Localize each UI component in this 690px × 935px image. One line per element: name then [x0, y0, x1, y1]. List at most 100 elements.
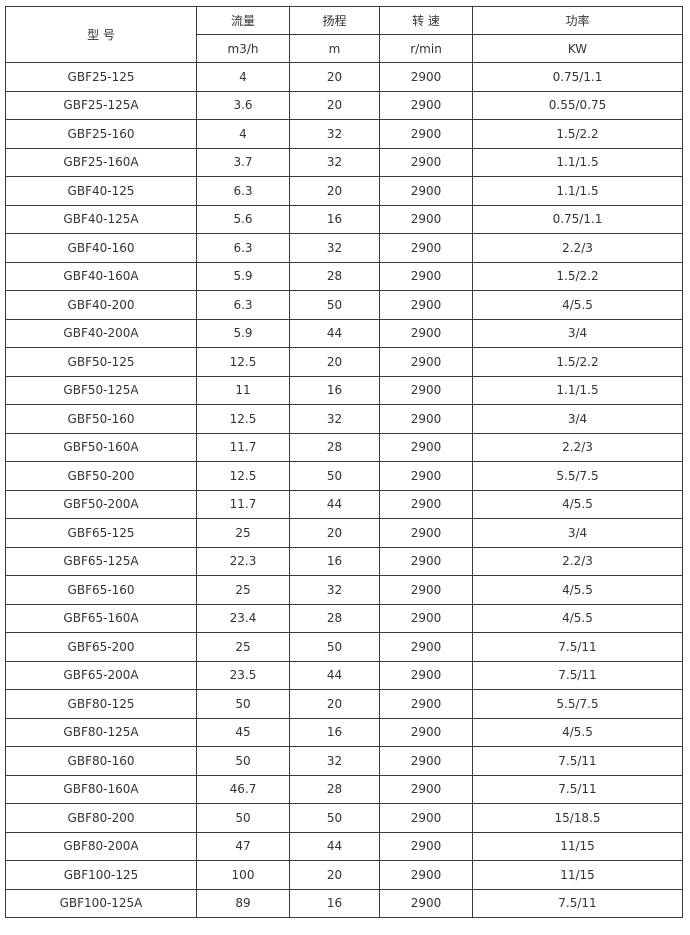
- cell-flow: 25: [196, 632, 290, 662]
- cell-flow: 3.7: [196, 147, 290, 177]
- cell-model: GBF65-160A: [5, 603, 197, 633]
- cell-flow: 6.3: [196, 233, 290, 263]
- cell-model: GBF80-125: [5, 689, 197, 719]
- cell-power: 7.5/11: [472, 660, 683, 690]
- cell-speed: 2900: [379, 489, 473, 519]
- cell-head: 28: [289, 432, 380, 462]
- cell-model: GBF100-125A: [5, 888, 197, 918]
- cell-model: GBF40-160: [5, 233, 197, 263]
- header-power: 功率: [472, 6, 683, 35]
- cell-model: GBF65-200A: [5, 660, 197, 690]
- table-row: GBF25-160 4 32 2900 1.5/2.2: [5, 119, 683, 149]
- unit-row: m3/h m r/min KW: [6, 34, 683, 63]
- cell-flow: 12.5: [196, 461, 290, 491]
- cell-head: 32: [289, 404, 380, 434]
- cell-model: GBF40-200: [5, 290, 197, 320]
- cell-speed: 2900: [379, 233, 473, 263]
- cell-power: 7.5/11: [472, 746, 683, 776]
- cell-head: 28: [289, 603, 380, 633]
- cell-speed: 2900: [379, 632, 473, 662]
- cell-power: 0.55/0.75: [472, 90, 683, 120]
- cell-power: 1.5/2.2: [472, 261, 683, 291]
- cell-flow: 100: [196, 860, 290, 890]
- cell-power: 4/5.5: [472, 717, 683, 747]
- header-model: 型 号: [5, 6, 197, 63]
- cell-speed: 2900: [379, 689, 473, 719]
- table-row: GBF50-160A 11.7 28 2900 2.2/3: [5, 432, 683, 462]
- cell-speed: 2900: [379, 147, 473, 177]
- cell-speed: 2900: [379, 660, 473, 690]
- cell-head: 32: [289, 575, 380, 605]
- cell-flow: 4: [196, 119, 290, 149]
- cell-flow: 11.7: [196, 489, 290, 519]
- cell-head: 20: [289, 176, 380, 206]
- cell-power: 5.5/7.5: [472, 461, 683, 491]
- cell-head: 32: [289, 119, 380, 149]
- cell-flow: 25: [196, 518, 290, 548]
- cell-flow: 23.4: [196, 603, 290, 633]
- cell-power: 4/5.5: [472, 603, 683, 633]
- cell-speed: 2900: [379, 119, 473, 149]
- cell-model: GBF50-200: [5, 461, 197, 491]
- cell-model: GBF50-160: [5, 404, 197, 434]
- cell-power: 2.2/3: [472, 233, 683, 263]
- cell-power: 3/4: [472, 318, 683, 348]
- cell-head: 50: [289, 632, 380, 662]
- cell-head: 16: [289, 717, 380, 747]
- cell-speed: 2900: [379, 575, 473, 605]
- cell-speed: 2900: [379, 461, 473, 491]
- cell-power: 7.5/11: [472, 888, 683, 918]
- header-flow: 流量: [196, 6, 290, 35]
- table-row: GBF100-125A 89 16 2900 7.5/11: [5, 888, 683, 918]
- cell-power: 2.2/3: [472, 546, 683, 576]
- cell-flow: 5.9: [196, 261, 290, 291]
- cell-power: 3/4: [472, 404, 683, 434]
- cell-flow: 50: [196, 689, 290, 719]
- cell-model: GBF80-160A: [5, 774, 197, 804]
- cell-flow: 5.6: [196, 204, 290, 234]
- pump-spec-table: 型 号 流量 扬程 转 速 功率 m3/h m r/min KW GBF25-1…: [5, 6, 683, 918]
- table-row: GBF25-125 4 20 2900 0.75/1.1: [5, 62, 683, 92]
- table-row: GBF80-125A 45 16 2900 4/5.5: [5, 717, 683, 747]
- cell-head: 20: [289, 90, 380, 120]
- cell-flow: 3.6: [196, 90, 290, 120]
- table-row: GBF80-160A 46.7 28 2900 7.5/11: [5, 774, 683, 804]
- cell-flow: 11: [196, 375, 290, 405]
- header-head: 扬程: [289, 6, 380, 35]
- table-row: GBF50-200 12.5 50 2900 5.5/7.5: [5, 461, 683, 491]
- cell-speed: 2900: [379, 176, 473, 206]
- cell-model: GBF65-125: [5, 518, 197, 548]
- cell-power: 4/5.5: [472, 290, 683, 320]
- cell-speed: 2900: [379, 831, 473, 861]
- cell-power: 3/4: [472, 518, 683, 548]
- cell-speed: 2900: [379, 290, 473, 320]
- unit-flow: m3/h: [196, 34, 290, 63]
- cell-power: 1.1/1.5: [472, 176, 683, 206]
- cell-head: 44: [289, 660, 380, 690]
- cell-flow: 25: [196, 575, 290, 605]
- cell-speed: 2900: [379, 717, 473, 747]
- cell-head: 50: [289, 290, 380, 320]
- cell-speed: 2900: [379, 518, 473, 548]
- cell-speed: 2900: [379, 90, 473, 120]
- cell-head: 16: [289, 204, 380, 234]
- cell-speed: 2900: [379, 888, 473, 918]
- cell-speed: 2900: [379, 62, 473, 92]
- cell-power: 15/18.5: [472, 803, 683, 833]
- cell-power: 1.1/1.5: [472, 147, 683, 177]
- cell-model: GBF80-125A: [5, 717, 197, 747]
- cell-model: GBF40-160A: [5, 261, 197, 291]
- cell-head: 20: [289, 518, 380, 548]
- cell-flow: 5.9: [196, 318, 290, 348]
- table-row: GBF65-200A 23.5 44 2900 7.5/11: [5, 660, 683, 690]
- cell-model: GBF50-125A: [5, 375, 197, 405]
- cell-power: 1.5/2.2: [472, 347, 683, 377]
- cell-model: GBF65-125A: [5, 546, 197, 576]
- cell-model: GBF40-125A: [5, 204, 197, 234]
- table-row: GBF40-160 6.3 32 2900 2.2/3: [5, 233, 683, 263]
- cell-head: 28: [289, 774, 380, 804]
- header-row: 型 号 流量 扬程 转 速 功率: [5, 6, 683, 63]
- cell-power: 1.5/2.2: [472, 119, 683, 149]
- table-row: GBF100-125 100 20 2900 11/15: [5, 860, 683, 890]
- table-row: GBF80-160 50 32 2900 7.5/11: [5, 746, 683, 776]
